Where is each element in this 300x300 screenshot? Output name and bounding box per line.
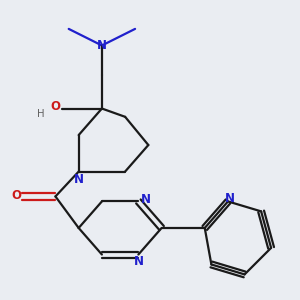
Text: N: N [97, 39, 107, 52]
Text: N: N [134, 255, 144, 268]
Text: O: O [50, 100, 60, 113]
Text: N: N [141, 193, 151, 206]
Text: H: H [37, 110, 44, 119]
Text: N: N [225, 192, 235, 205]
Text: N: N [74, 173, 84, 186]
Text: O: O [11, 189, 21, 202]
